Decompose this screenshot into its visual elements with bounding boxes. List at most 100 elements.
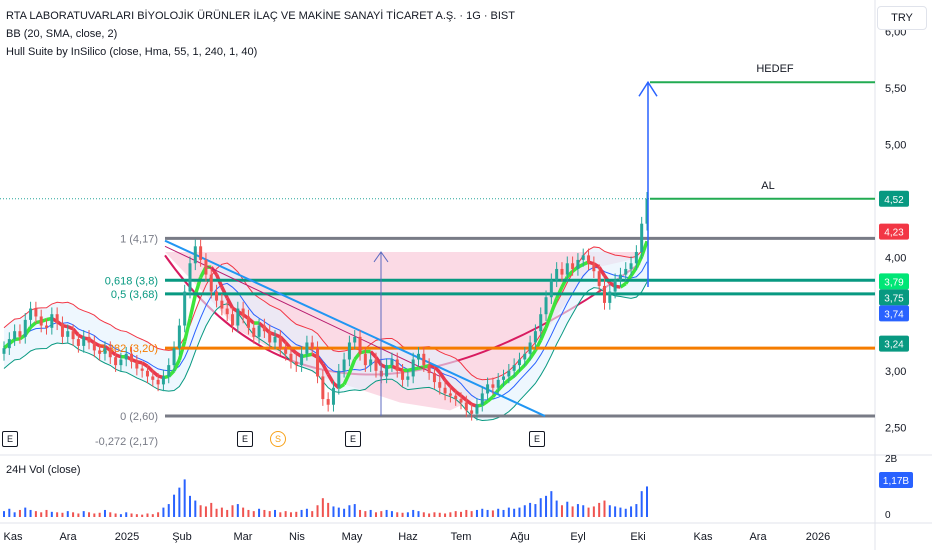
volume-bar: [396, 512, 399, 517]
volume-bar: [460, 511, 463, 517]
hull-segment: [486, 395, 495, 403]
candle-body: [491, 384, 495, 388]
hull-segment: [502, 378, 510, 386]
price-label-text: 4,52: [884, 195, 904, 206]
volume-bar: [343, 508, 346, 517]
symbol-title[interactable]: RTA LABORATUVARLARI BİYOLOJİK ÜRÜNLER İL…: [6, 10, 515, 22]
volume-bar: [539, 498, 542, 517]
hull-segment: [14, 337, 21, 342]
candle-body: [130, 353, 134, 362]
volume-bar: [258, 508, 261, 517]
candle-body: [294, 361, 298, 366]
volume-bar: [141, 514, 144, 517]
volume-bar: [550, 491, 553, 517]
hull-segment: [640, 240, 649, 258]
earnings-event-marker[interactable]: E: [237, 431, 253, 447]
volume-bar: [3, 511, 5, 517]
volume-label-text: 1,17B: [883, 476, 909, 487]
volume-bar: [486, 509, 489, 517]
volume-label-box: [879, 472, 913, 488]
volume-bar: [571, 506, 574, 517]
x-tick-label: Kas: [694, 531, 713, 543]
fib-level-label: 1 (4,17): [120, 233, 158, 245]
candle-body: [29, 308, 33, 320]
volume-bar: [109, 512, 112, 517]
volume-bar: [337, 507, 340, 517]
hull-segment: [306, 352, 313, 358]
volume-axis-label: 0: [885, 510, 891, 521]
earnings-event-marker[interactable]: E: [345, 431, 361, 447]
candle-body: [2, 348, 6, 354]
volume-legend[interactable]: 24H Vol (close): [6, 464, 81, 476]
volume-bar: [173, 494, 176, 517]
candle-body: [124, 353, 128, 360]
candle-body: [34, 308, 38, 317]
candle-body: [23, 319, 27, 337]
candle-body: [629, 263, 633, 269]
volume-bar: [390, 511, 393, 517]
candle-body: [289, 353, 293, 362]
volume-bar: [252, 511, 255, 517]
hull-segment: [374, 356, 383, 367]
volume-bar: [518, 507, 521, 517]
hull-segment: [523, 357, 532, 367]
split-event-marker[interactable]: S: [270, 431, 286, 447]
volume-bar: [24, 507, 27, 517]
price-label-text: 3,24: [884, 340, 904, 351]
hull-indicator-legend[interactable]: Hull Suite by InSilico (close, Hma, 55, …: [6, 46, 258, 58]
candle-body: [331, 387, 335, 405]
candle-body: [252, 327, 256, 337]
x-tick-label: 2025: [115, 531, 139, 543]
candle-body: [363, 353, 367, 366]
bb-indicator-legend[interactable]: BB (20, SMA, close, 2): [6, 28, 118, 40]
hull-segment: [619, 282, 627, 289]
volume-bar: [284, 511, 287, 517]
candle-body: [241, 308, 245, 317]
volume-bar: [348, 505, 351, 517]
hull-segment: [449, 385, 457, 393]
candle-body: [624, 268, 628, 275]
volume-bar: [534, 504, 537, 517]
price-label-box: [879, 273, 909, 290]
volume-bar: [93, 513, 96, 517]
hull-segment: [347, 358, 357, 374]
volume-bar: [98, 512, 101, 517]
volume-bar: [183, 479, 186, 517]
candle-body: [215, 291, 219, 301]
hull-segment: [115, 353, 122, 359]
volume-bar: [77, 513, 80, 517]
earnings-event-marker[interactable]: E: [2, 431, 18, 447]
volume-bar: [316, 505, 319, 517]
candle-body: [406, 376, 410, 380]
hull-segment: [182, 318, 192, 342]
candle-body: [560, 268, 564, 275]
candle-body: [199, 246, 203, 260]
volume-bar: [433, 512, 436, 517]
hull-segment: [544, 312, 553, 329]
volume-bar: [481, 508, 484, 517]
volume-bar: [8, 508, 11, 517]
currency-button[interactable]: TRY: [877, 6, 927, 30]
x-tick-label: Eki: [630, 531, 645, 543]
candle-body: [151, 376, 155, 380]
hull-segment: [67, 325, 74, 331]
candle-body: [374, 359, 378, 371]
x-tick-label: Ara: [749, 531, 767, 543]
volume-bar: [608, 505, 611, 517]
volume-bar: [412, 509, 415, 517]
hull-segment: [172, 359, 181, 372]
volume-bar: [88, 512, 91, 517]
hull-segment: [342, 372, 351, 386]
candle-body: [114, 357, 118, 366]
volume-bar: [72, 512, 75, 517]
cup-fill: [165, 251, 640, 411]
earnings-event-marker[interactable]: E: [529, 431, 545, 447]
candle-body: [76, 339, 80, 346]
candle-body: [262, 325, 266, 332]
x-tick-label: Şub: [172, 531, 192, 543]
candle-body: [443, 387, 447, 394]
candle-body: [66, 331, 70, 337]
candle-body: [486, 384, 490, 394]
volume-bar: [507, 507, 510, 517]
